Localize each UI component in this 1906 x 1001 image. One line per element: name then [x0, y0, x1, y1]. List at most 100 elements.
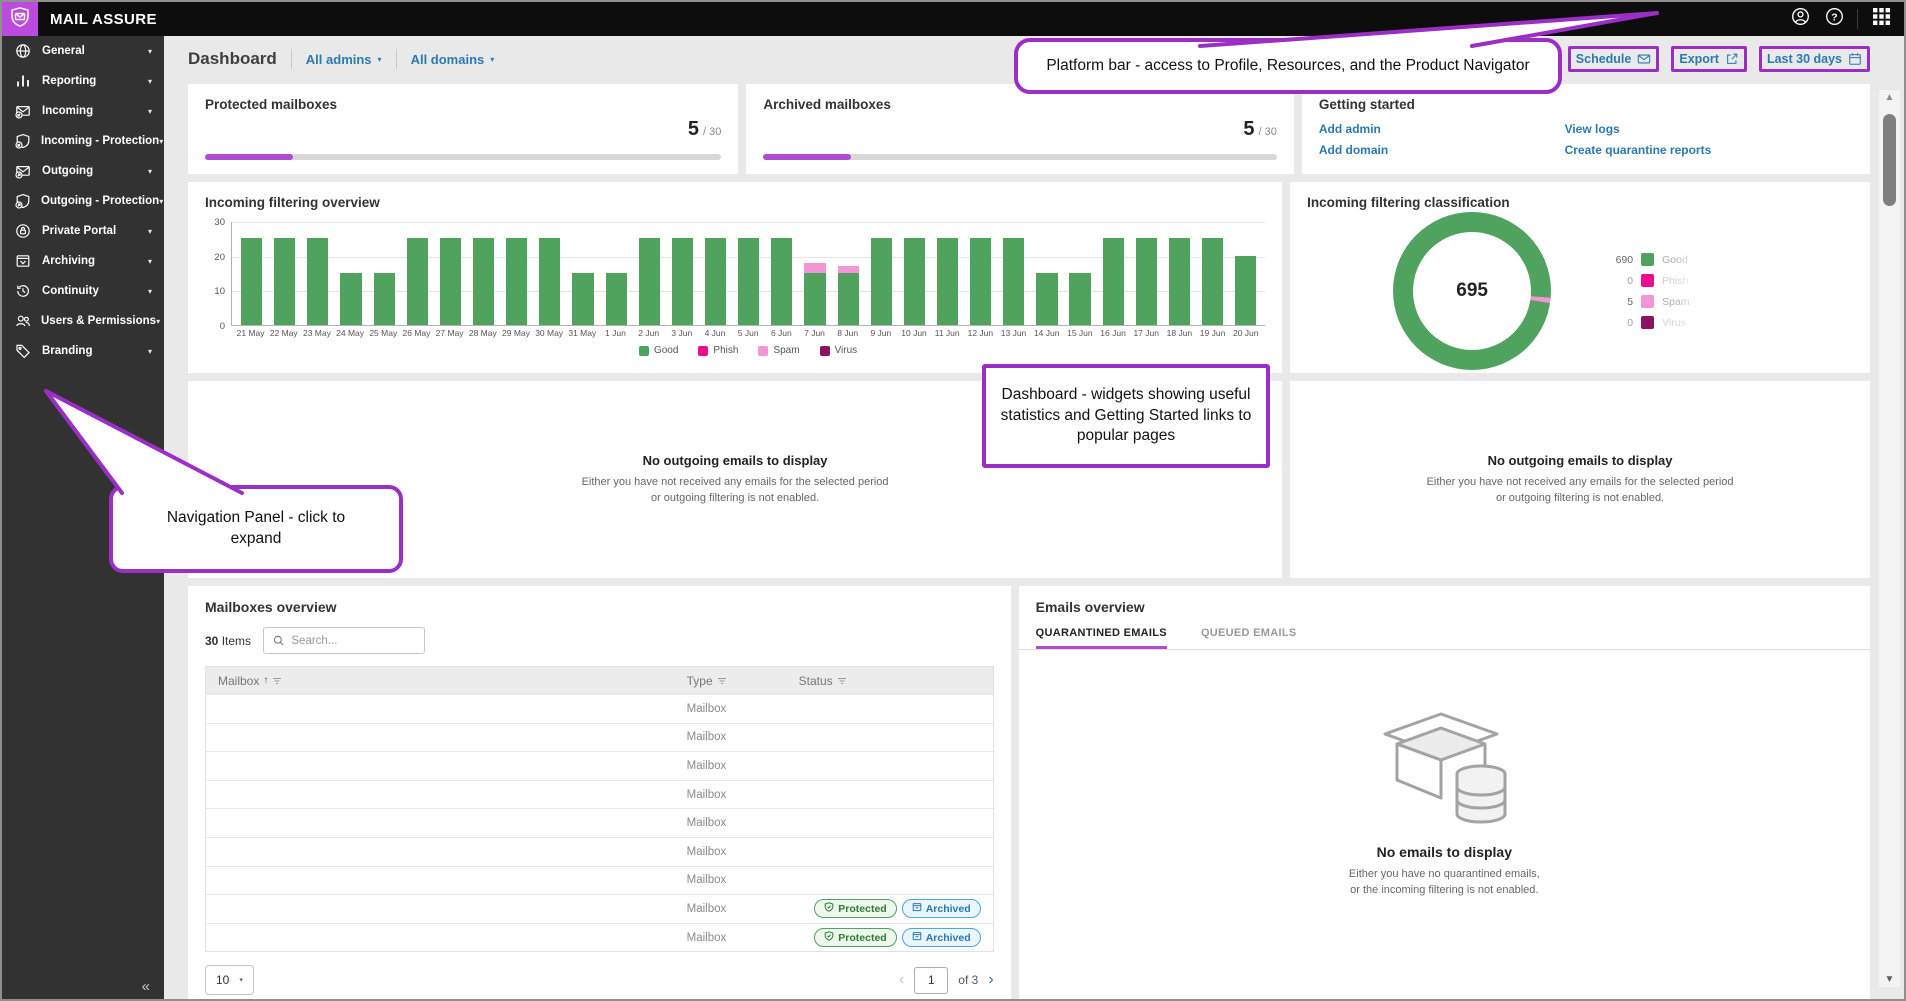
sidebar-item-incoming-protection[interactable]: Incoming - Protection▾: [2, 126, 164, 156]
column-header-status[interactable]: Status: [799, 674, 981, 688]
legend-swatch: [698, 346, 708, 356]
scroll-down-button[interactable]: ▼: [1879, 974, 1900, 985]
chart-bar: [898, 222, 931, 325]
link-add-domain[interactable]: Add domain: [1319, 143, 1565, 157]
annotation-highlight-box: Export: [1671, 46, 1747, 72]
sidebar-item-users-permissions[interactable]: Users & Permissions▾: [2, 306, 164, 336]
schedule-button[interactable]: Schedule: [1576, 52, 1652, 66]
next-page-button[interactable]: ›: [988, 971, 993, 989]
getting-started-widget: Getting started Add admin Add domain View…: [1302, 84, 1870, 174]
page-title: Dashboard: [188, 49, 277, 69]
tab-quarantined-emails[interactable]: QUARANTINED EMAILS: [1036, 627, 1167, 649]
outgoing-filtering-classification-widget: No outgoing emails to display Either you…: [1290, 381, 1870, 578]
widget-title: Getting started: [1319, 97, 1853, 112]
help-button[interactable]: ?: [1817, 2, 1851, 36]
legend-label: Phish: [1662, 275, 1704, 287]
filter-icon: [272, 676, 282, 686]
bar-segment: [407, 238, 428, 325]
chevron-down-icon: ▾: [148, 257, 152, 266]
scroll-up-button[interactable]: ▲: [1879, 92, 1900, 103]
link-add-admin[interactable]: Add admin: [1319, 122, 1565, 136]
sidebar-item-branding[interactable]: Branding▾: [2, 336, 164, 366]
chart-bar: [301, 222, 334, 325]
scrollbar-thumb[interactable]: [1883, 114, 1896, 206]
search-input[interactable]: [291, 635, 415, 647]
sidebar-item-outgoing-protection[interactable]: Outgoing - Protection▾: [2, 186, 164, 216]
page-size-select[interactable]: 10 ▾: [205, 965, 254, 995]
sidebar-item-private-portal[interactable]: Private Portal▾: [2, 216, 164, 246]
table-row[interactable]: Mailbox: [206, 837, 993, 866]
history-clock-icon: [15, 283, 32, 299]
x-tick-label: 9 Jun: [864, 328, 897, 338]
table-row[interactable]: Mailbox: [206, 694, 993, 723]
mailbox-type: Mailbox: [687, 789, 799, 801]
annotation-highlight-box: Last 30 days: [1759, 46, 1870, 72]
sidebar-item-outgoing[interactable]: Outgoing▾: [2, 156, 164, 186]
table-row[interactable]: Mailbox: [206, 723, 993, 752]
export-button[interactable]: Export: [1679, 52, 1739, 66]
donut-chart: 695: [1393, 212, 1551, 370]
sidebar-item-reporting[interactable]: Reporting▾: [2, 66, 164, 96]
table-row[interactable]: Mailbox: [206, 751, 993, 780]
x-tick-label: 4 Jun: [698, 328, 731, 338]
annotation-navigation-panel: Navigation Panel - click to expand: [109, 485, 403, 573]
table-row[interactable]: Mailbox: [206, 780, 993, 809]
bar-chart-plot: [231, 222, 1265, 326]
link-view-logs[interactable]: View logs: [1565, 122, 1712, 136]
bar-segment: [506, 238, 527, 325]
incoming-filtering-overview-widget: Incoming filtering overview 3020100 21 M…: [188, 182, 1282, 373]
table-row[interactable]: MailboxProtectedArchived: [206, 923, 993, 952]
column-header-mailbox[interactable]: Mailbox ↑: [218, 674, 687, 688]
legend-swatch: [1641, 295, 1654, 308]
legend-label: Good: [654, 345, 678, 356]
domains-filter-dropdown[interactable]: All domains ▾: [411, 52, 495, 67]
chevron-down-icon: ▾: [148, 77, 152, 86]
donut-legend-item-phish: 0Phish: [1607, 274, 1704, 288]
sidebar-item-archiving[interactable]: Archiving▾: [2, 246, 164, 276]
legend-item-virus: Virus: [820, 345, 858, 356]
x-tick-label: 18 Jun: [1163, 328, 1196, 338]
sidebar-item-general[interactable]: General▾: [2, 36, 164, 66]
date-range-button[interactable]: Last 30 days: [1767, 52, 1862, 66]
archived-progress-track: [763, 154, 1277, 160]
chart-bar: [434, 222, 467, 325]
x-tick-label: 8 Jun: [831, 328, 864, 338]
table-row[interactable]: MailboxProtectedArchived: [206, 894, 993, 923]
collapse-sidebar-button[interactable]: «: [142, 978, 150, 995]
empty-box-database-icon: [1369, 706, 1519, 828]
sidebar-item-continuity[interactable]: Continuity▾: [2, 276, 164, 306]
person-icon: [1791, 7, 1810, 31]
table-row[interactable]: Mailbox: [206, 808, 993, 837]
envelope-icon: [1637, 52, 1651, 66]
header-separator: [396, 49, 397, 69]
x-tick-label: 30 May: [533, 328, 566, 338]
bar-segment: [937, 238, 958, 325]
protected-badge: Protected: [814, 899, 896, 918]
link-create-quarantine-reports[interactable]: Create quarantine reports: [1565, 143, 1712, 157]
column-header-type[interactable]: Type: [687, 674, 799, 688]
shield-icon: [824, 902, 834, 915]
bar-segment: [804, 263, 825, 273]
table-header: Mailbox ↑ Type Status: [206, 667, 993, 694]
tab-queued-emails[interactable]: QUEUED EMAILS: [1201, 627, 1297, 649]
profile-button[interactable]: [1783, 2, 1817, 36]
widget-title: Archived mailboxes: [763, 97, 1277, 112]
table-row[interactable]: Mailbox: [206, 866, 993, 895]
mail-assure-logo[interactable]: [2, 2, 38, 36]
current-page-input[interactable]: 1: [914, 967, 948, 994]
protected-badge: Protected: [814, 928, 896, 947]
bar-segment: [440, 238, 461, 325]
chart-bar: [600, 222, 633, 325]
legend-swatch: [1641, 274, 1654, 287]
widget-title: Protected mailboxes: [205, 97, 721, 112]
previous-page-button[interactable]: ‹: [899, 971, 904, 989]
sidebar-item-label: Archiving: [42, 255, 148, 267]
shield-incoming-icon: [15, 133, 31, 149]
chart-bar: [1097, 222, 1130, 325]
product-navigator-button[interactable]: [1864, 2, 1898, 36]
admins-filter-dropdown[interactable]: All admins ▾: [306, 52, 382, 67]
sidebar-item-incoming[interactable]: Incoming▾: [2, 96, 164, 126]
annotation-dashboard-widgets: Dashboard - widgets showing useful stati…: [982, 364, 1270, 468]
vertical-scrollbar: ▲ ▼: [1879, 90, 1900, 987]
empty-state-text: or the incoming filtering is not enabled…: [1350, 883, 1538, 899]
